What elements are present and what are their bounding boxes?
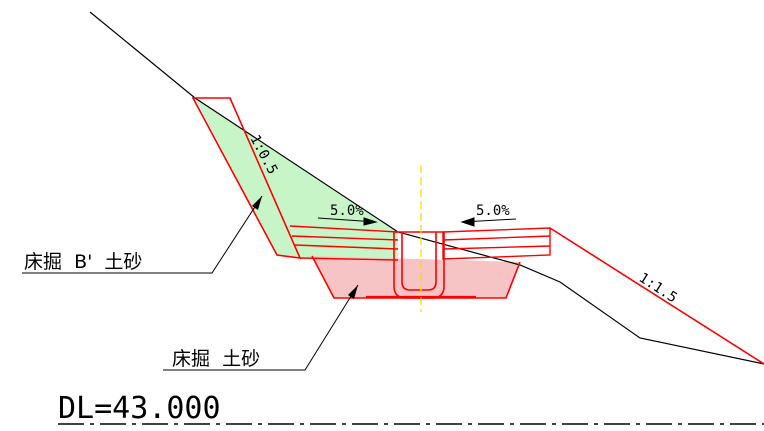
- grade-label-right: 5.0%: [476, 203, 510, 219]
- ground-line: [89, 11, 764, 365]
- right-fill-slope: [549, 227, 764, 365]
- leader-arrow-b: [252, 196, 262, 210]
- u-ditch: [393, 231, 445, 299]
- grade-arrow-left: [317, 217, 378, 226]
- leader-arrow-excavation: [348, 285, 358, 299]
- leader-line-b: [22, 195, 263, 274]
- label-excavation: 床掘 土砂: [172, 348, 260, 370]
- datum-level-label: DL=43.000: [58, 391, 221, 426]
- label-excavation-b: 床掘 B' 土砂: [24, 251, 142, 273]
- grade-arrow-right: [460, 217, 517, 227]
- pavement-layers-right: [442, 227, 551, 260]
- slope-label-right: 1:1.5: [636, 270, 680, 306]
- excavation-b-fill: [195, 98, 398, 260]
- leader-line-excavation: [163, 284, 359, 371]
- grade-label-left: 5.0%: [330, 203, 364, 219]
- excavation-fill: [312, 256, 520, 298]
- pavement-layers-left: [289, 225, 399, 261]
